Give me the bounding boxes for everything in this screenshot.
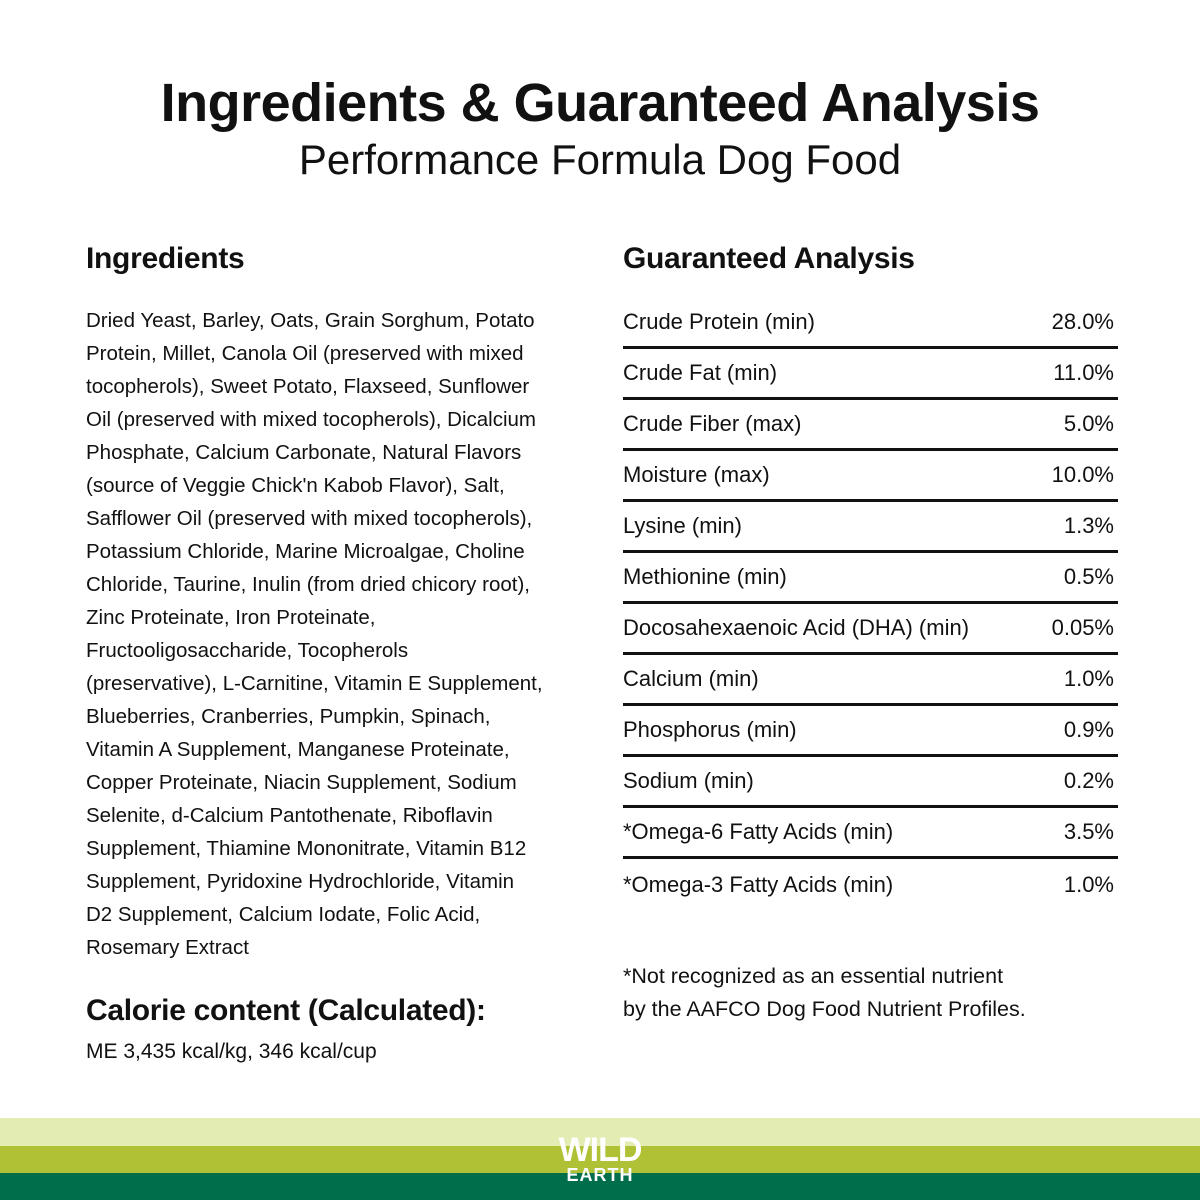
nutrient-label: Lysine (min) (623, 513, 742, 538)
ingredient-line: Rosemary Extract (86, 936, 249, 959)
ingredient-line: Zinc Proteinate, Iron Proteinate, (86, 606, 376, 629)
ingredients-list: Dried Yeast, Barley, Oats, Grain Sorghum… (86, 304, 586, 964)
nutrient-value: 10.0% (1051, 462, 1114, 487)
analysis-row: Calcium (min) 1.0% (623, 655, 1118, 706)
nutrient-value: 0.2% (1063, 768, 1114, 793)
nutrient-value: 11.0% (1053, 360, 1114, 385)
nutrient-label: Calcium (min) (623, 666, 759, 691)
page-subtitle: Performance Formula Dog Food (298, 136, 902, 183)
ingredient-line: Blueberries, Cranberries, Pumpkin, Spina… (86, 705, 491, 728)
footer-band-light (0, 1118, 1200, 1146)
ingredient-line: Vitamin A Supplement, Manganese Proteina… (86, 738, 510, 761)
nutrient-value: 1.0% (1063, 666, 1114, 691)
nutrient-label: *Omega-6 Fatty Acids (min) (623, 819, 894, 844)
analysis-row: Crude Fat (min) 11.0% (623, 349, 1118, 400)
nutrient-value: 0.05% (1051, 615, 1114, 640)
nutrient-label: Docosahexaenoic Acid (DHA) (min) (623, 615, 970, 640)
nutrient-label: Sodium (min) (623, 768, 754, 793)
ingredient-line: (preservative), L-Carnitine, Vitamin E S… (86, 672, 543, 695)
footnote-line: by the AAFCO Dog Food Nutrient Profiles. (623, 997, 1026, 1021)
analysis-row: Crude Fiber (max) 5.0% (623, 400, 1118, 451)
footer-band-dark (0, 1173, 1200, 1200)
analysis-row: Phosphorus (min) 0.9% (623, 706, 1118, 757)
nutrient-label: Crude Fat (min) (623, 360, 778, 385)
ingredient-line: Protein, Millet, Canola Oil (preserved w… (86, 342, 524, 365)
nutrient-value: 1.3% (1063, 513, 1114, 538)
logo-line: EARTH (566, 1165, 634, 1185)
ingredient-line: Chloride, Taurine, Inulin (from dried ch… (86, 573, 530, 596)
ingredients-heading: Ingredients (86, 242, 245, 275)
analysis-row: *Omega-3 Fatty Acids (min) 1.0% (623, 859, 1118, 910)
logo-line: WILD (558, 1131, 643, 1169)
analysis-row: Sodium (min) 0.2% (623, 757, 1118, 808)
nutrient-label: Phosphorus (min) (623, 717, 797, 742)
analysis-row: Methionine (min) 0.5% (623, 553, 1118, 604)
nutrient-label: Moisture (max) (623, 462, 770, 487)
ingredient-line: Supplement, Thiamine Mononitrate, Vitami… (86, 837, 527, 860)
nutrient-label: Crude Fiber (max) (623, 411, 802, 436)
nutrient-value: 0.5% (1063, 564, 1114, 589)
nutrient-label: *Omega-3 Fatty Acids (min) (623, 871, 894, 897)
analysis-row: Lysine (min) 1.3% (623, 502, 1118, 553)
ingredient-line: D2 Supplement, Calcium Iodate, Folic Aci… (86, 903, 481, 926)
footnote-line: *Not recognized as an essential nutrient (623, 964, 1004, 988)
analysis-row: *Omega-6 Fatty Acids (min) 3.5% (623, 808, 1118, 859)
ingredient-line: Supplement, Pyridoxine Hydrochloride, Vi… (86, 870, 515, 893)
ingredient-line: Dried Yeast, Barley, Oats, Grain Sorghum… (86, 309, 535, 332)
analysis-table: Crude Protein (min) 28.0% Crude Fat (min) 1… (623, 298, 1118, 910)
ingredient-line: Copper Proteinate, Niacin Supplement, So… (86, 771, 517, 794)
footnote: *Not recognized as an essential nutrient… (623, 960, 1026, 1026)
nutrient-value: 5.0% (1063, 411, 1114, 436)
ingredient-line: Safflower Oil (preserved with mixed toco… (86, 507, 533, 530)
wild-earth-logo: WILD EARTH (552, 1131, 648, 1185)
calorie-value: ME 3,435 kcal/kg, 346 kcal/cup (86, 1040, 377, 1063)
ingredient-line: Oil (preserved with mixed tocopherols), … (86, 408, 537, 431)
analysis-row: Crude Protein (min) 28.0% (623, 298, 1118, 349)
page-title: Ingredients & Guaranteed Analysis (160, 73, 1040, 133)
analysis-row: Moisture (max) 10.0% (623, 451, 1118, 502)
ingredient-line: Selenite, d-Calcium Pantothenate, Ribofl… (86, 804, 493, 827)
ingredient-line: (source of Veggie Chick'n Kabob Flavor),… (86, 474, 505, 497)
ingredient-line: tocopherols), Sweet Potato, Flaxseed, Su… (86, 375, 530, 398)
nutrient-value: 28.0% (1051, 309, 1114, 334)
ingredient-line: Potassium Chloride, Marine Microalgae, C… (86, 540, 525, 563)
nutrient-value: 0.9% (1063, 717, 1114, 742)
analysis-row: Docosahexaenoic Acid (DHA) (min) 0.05% (623, 604, 1118, 655)
analysis-heading: Guaranteed Analysis (623, 242, 915, 275)
nutrient-label: Methionine (min) (623, 564, 787, 589)
nutrient-value: 1.0% (1063, 871, 1114, 897)
calorie-heading: Calorie content (Calculated): (86, 994, 486, 1027)
ingredient-line: Phosphate, Calcium Carbonate, Natural Fl… (86, 441, 522, 464)
ingredient-line: Fructooligosaccharide, Tocopherols (86, 639, 409, 662)
nutrient-label: Crude Protein (min) (623, 309, 815, 334)
footer-band-mid (0, 1146, 1200, 1173)
nutrient-value: 3.5% (1063, 819, 1114, 844)
